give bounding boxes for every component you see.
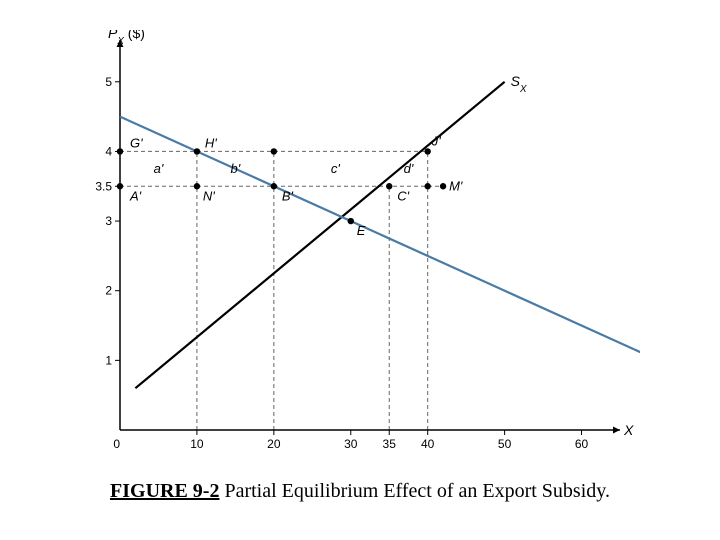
x-tick-label: 20 bbox=[267, 437, 281, 451]
chart-point bbox=[194, 148, 200, 154]
chart-point bbox=[271, 148, 277, 154]
y-tick-label: 2 bbox=[105, 284, 112, 298]
region-label: c' bbox=[331, 161, 341, 176]
chart-svg: 010203035405060X1233.545PX ($)SXDXa'b'c'… bbox=[80, 30, 640, 470]
x-axis-label: X bbox=[623, 422, 634, 438]
chart-point bbox=[348, 218, 354, 224]
chart-point bbox=[271, 183, 277, 189]
point-label: M' bbox=[449, 178, 463, 193]
point-label: C' bbox=[397, 188, 409, 203]
y-tick-label: 3 bbox=[105, 214, 112, 228]
figure-caption: FIGURE 9-2 Partial Equilibrium Effect of… bbox=[0, 480, 720, 503]
chart-point bbox=[117, 148, 123, 154]
point-label: B' bbox=[282, 188, 294, 203]
y-tick-label: 4 bbox=[105, 144, 112, 158]
x-tick-label: 0 bbox=[113, 437, 120, 451]
x-tick-label: 10 bbox=[190, 437, 204, 451]
point-label: H' bbox=[205, 135, 217, 150]
chart-point bbox=[194, 183, 200, 189]
x-tick-label: 40 bbox=[421, 437, 435, 451]
chart-point bbox=[386, 183, 392, 189]
y-tick-label: 5 bbox=[105, 75, 112, 89]
point-label: J' bbox=[431, 133, 442, 148]
y-tick-label: 3.5 bbox=[95, 179, 112, 193]
region-label: b' bbox=[231, 161, 241, 176]
point-label: G' bbox=[130, 135, 143, 150]
chart-point bbox=[440, 183, 446, 189]
chart-point bbox=[424, 148, 430, 154]
x-tick-label: 35 bbox=[383, 437, 397, 451]
chart-container: 010203035405060X1233.545PX ($)SXDXa'b'c'… bbox=[80, 30, 640, 470]
chart-bg bbox=[80, 30, 640, 470]
figure-number: FIGURE 9-2 bbox=[110, 480, 219, 502]
point-label: A' bbox=[129, 188, 142, 203]
region-label: a' bbox=[154, 161, 164, 176]
x-tick-label: 30 bbox=[344, 437, 358, 451]
y-tick-label: 1 bbox=[105, 353, 112, 367]
region-label: d' bbox=[404, 161, 414, 176]
figure-caption-text: Partial Equilibrium Effect of an Export … bbox=[219, 480, 610, 502]
point-label: E bbox=[357, 223, 366, 238]
point-label: N' bbox=[203, 188, 215, 203]
chart-point bbox=[117, 183, 123, 189]
x-tick-label: 60 bbox=[575, 437, 589, 451]
chart-point bbox=[424, 183, 430, 189]
x-tick-label: 50 bbox=[498, 437, 512, 451]
